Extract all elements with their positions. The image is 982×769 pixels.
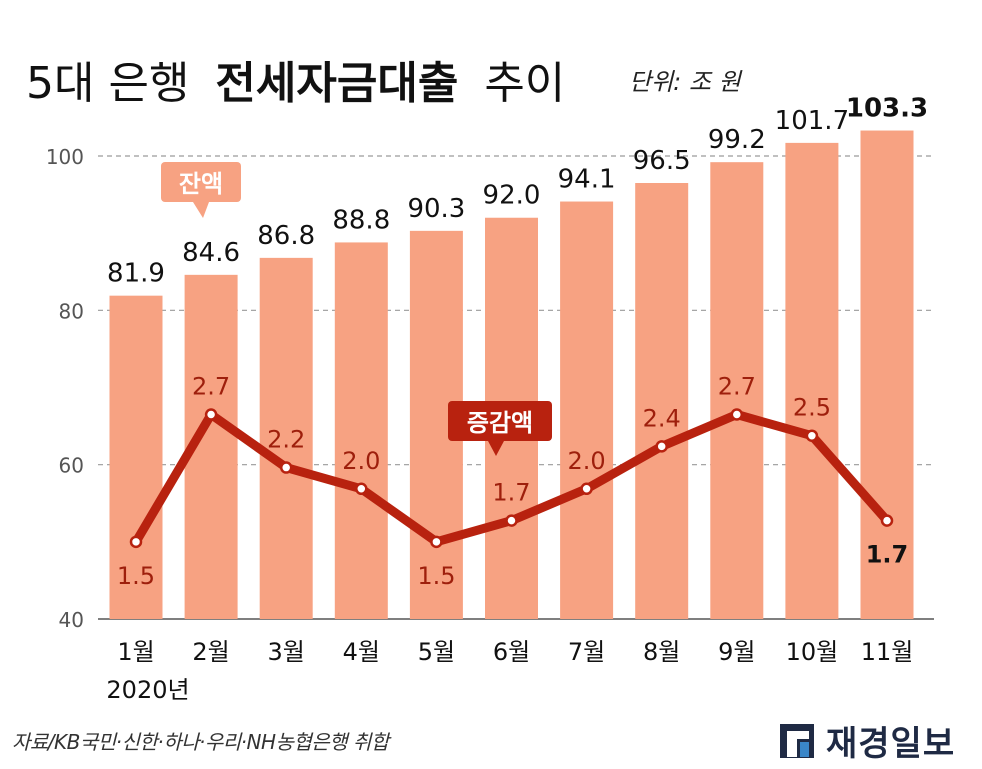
bar-value-label: 86.8: [257, 221, 315, 251]
chart-title: 5대 은행 전세자금대출 추이: [26, 58, 565, 109]
x-tick-label: 11월: [861, 638, 914, 666]
line-point: [129, 535, 143, 549]
line-series: [129, 408, 894, 549]
bar: [334, 242, 388, 619]
y-tick-label: 60: [59, 454, 84, 478]
x-tick-label: 1월: [117, 638, 154, 666]
line-labels: 1.5 2.7 2.2 2.0 1.5 1.7 2.0 2.4 2.7 2.5 1.7: [117, 373, 908, 590]
x-axis-ticks: 1월 2월 3월 4월 5월 6월 7월 8월 9월 10월 11월: [117, 638, 913, 666]
y-tick-label: 100: [46, 145, 84, 169]
title-part-end: 추이: [484, 58, 565, 109]
bar-value-label: 101.7: [775, 106, 849, 136]
line-value-label: 2.7: [718, 373, 756, 401]
line-point: [204, 408, 218, 421]
bar: [109, 295, 163, 619]
line-point: [730, 408, 744, 421]
legend-callout-change: 증감액: [448, 401, 552, 456]
callout-balance-box: [161, 162, 241, 202]
brand-name: 재경일보: [826, 724, 956, 764]
x-tick-label: 10월: [786, 638, 839, 666]
bar-value-label: 94.1: [558, 165, 616, 195]
brand-logo: 재경일보: [778, 716, 955, 765]
title-part-light: 5대 은행: [26, 58, 189, 109]
x-tick-label: 4월: [343, 638, 380, 666]
title-part-bold: 전세자금대출: [215, 58, 458, 109]
line-point: [580, 482, 593, 496]
bar-value-label: 84.6: [182, 238, 240, 268]
line-value-label: 2.7: [192, 373, 230, 401]
bar-value-label: 92.0: [483, 181, 541, 211]
bar: [710, 162, 764, 619]
source-note: 자료/KB국민·신한·하나·우리·NH농협은행 취합: [12, 730, 389, 754]
line-value-label: 2.2: [267, 426, 305, 454]
line-point: [505, 514, 518, 527]
line-value-label: 2.5: [793, 394, 831, 422]
brand-logo-icon: [780, 723, 814, 758]
bar: [785, 142, 839, 620]
y-tick-label: 40: [59, 608, 84, 632]
bar-value-label: 99.2: [708, 125, 766, 155]
bar-value-label: 96.5: [633, 146, 691, 176]
x-tick-label: 6월: [493, 638, 530, 666]
callout-balance-pointer: [193, 202, 209, 218]
line-value-label: 1.5: [417, 562, 455, 590]
line-point: [430, 535, 443, 549]
unit-label: 단위: 조 원: [629, 68, 743, 96]
line-value-label: 1.7: [866, 541, 909, 569]
callout-change-pointer: [488, 441, 504, 456]
line-value-label: 2.0: [568, 447, 606, 475]
year-label: 2020년: [106, 676, 189, 704]
callout-change-label: 증감액: [467, 409, 533, 437]
bar: [635, 183, 689, 619]
line-value-label: 1.7: [492, 479, 530, 507]
bar: [259, 257, 313, 619]
line-point: [279, 461, 293, 474]
bar: [560, 201, 614, 620]
line-point: [880, 514, 894, 527]
bars: [109, 130, 914, 620]
callout-change-box: [448, 401, 552, 441]
callout-balance-label: 잔액: [179, 170, 223, 198]
line-value-label: 2.0: [342, 447, 380, 475]
x-tick-label: 8월: [643, 638, 680, 666]
bar-labels: 81.9 84.6 86.8 88.8 90.3 92.0 94.1 96.5 99.2 101.…: [107, 94, 928, 289]
x-tick-label: 2월: [192, 638, 229, 666]
line-value-label: 2.4: [643, 404, 681, 432]
x-tick-label: 5월: [418, 638, 455, 666]
bar-value-label: 90.3: [407, 194, 465, 224]
y-tick-label: 80: [59, 299, 84, 323]
line-point: [355, 482, 368, 496]
x-tick-label: 9월: [718, 638, 755, 666]
line-point: [805, 429, 819, 442]
x-tick-label: 7월: [568, 638, 605, 666]
bar-value-label: 88.8: [332, 205, 390, 235]
line-point: [655, 440, 668, 453]
legend-callout-balance: 잔액: [161, 162, 241, 218]
bar-value-label: 81.9: [107, 259, 165, 289]
y-axis-ticks: 40 60 80 100: [46, 145, 84, 632]
x-tick-label: 3월: [268, 638, 305, 666]
bar: [860, 130, 914, 619]
bar-value-label: 103.3: [846, 94, 928, 124]
line-value-label: 1.5: [117, 562, 155, 590]
